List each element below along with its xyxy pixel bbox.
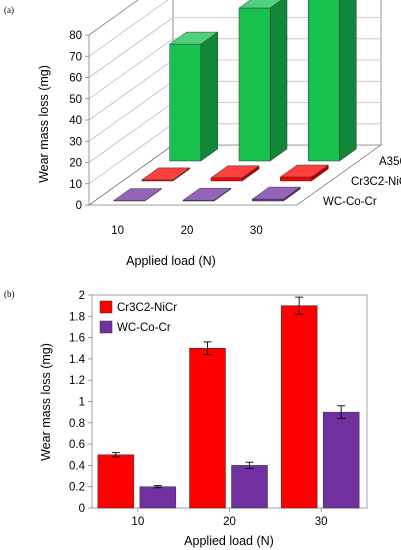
y-tick-label: 1.4 (69, 354, 86, 366)
y-tick-label: 80 (69, 30, 82, 42)
plot-area (91, 294, 368, 509)
y-tick-label: 1.2 (69, 375, 85, 387)
x-tick-labels: 10 20 30 (111, 225, 262, 237)
panel-label-a: (a) (4, 5, 14, 15)
bars (112, 0, 357, 202)
y-tick-label: 50 (69, 94, 82, 106)
bar (112, 188, 163, 202)
bar-front-face (210, 177, 243, 182)
bar-top-face (210, 165, 260, 179)
depth-tick-label: Cr3C2-NiCr (351, 176, 401, 188)
x-tick-label: 30 (315, 516, 328, 528)
bar-top-face (279, 164, 330, 178)
error-bar (203, 341, 212, 356)
x-tick-labels: 10 20 30 (131, 508, 328, 528)
y-tick-label: 20 (69, 158, 82, 170)
y-tick-labels: 0 10 20 30 40 50 60 70 80 (69, 30, 82, 212)
bar-side-face (200, 31, 218, 162)
x-tick-label: 30 (250, 225, 263, 237)
side-wall (88, 0, 174, 206)
chart-3d-wear: (a) 0 10 20 30 40 50 60 70 80 10 20 30 A356 Cr3C2-N… (4, 0, 401, 268)
bar (210, 165, 260, 182)
x-axis-label: Applied load (N) (126, 254, 216, 268)
y-tick-label: 60 (69, 73, 82, 85)
y-axis-label: Wear mass loss (mg) (37, 65, 51, 183)
y-tick-labels: 0 0.2 0.4 0.6 0.8 1 1.2 1.4 1.6 1.8 2 (69, 290, 92, 515)
bar-top-face (238, 0, 282, 9)
y-tick-label: 2 (79, 290, 85, 302)
legend: Cr3C2-NiCr WC-Co-Cr (99, 300, 177, 334)
bar (279, 164, 330, 182)
bar-front-face (169, 43, 202, 162)
bar (168, 31, 219, 162)
bar (322, 411, 360, 509)
y-tick-label: 1.8 (69, 311, 85, 323)
bar-top-face (140, 167, 191, 181)
error-bar (245, 461, 254, 470)
legend-swatch (99, 300, 113, 314)
y-axis-label: Wear mass loss (mg) (39, 343, 53, 461)
depth-tick-label: WC-Co-Cr (323, 196, 377, 208)
bar (182, 187, 232, 202)
x-tick-label: 10 (111, 225, 124, 237)
bar (251, 186, 302, 202)
y-tick-label: 10 (69, 179, 82, 191)
error-bar (153, 485, 162, 489)
error-bars (111, 296, 346, 489)
bar (140, 167, 191, 182)
error-bar (111, 452, 120, 458)
y-tick-label: 30 (69, 136, 82, 148)
y-tick-label: 0 (76, 200, 82, 212)
x-tick-label: 20 (181, 225, 194, 237)
y-tick-label: 40 (69, 115, 82, 127)
bar-front-face (252, 198, 284, 202)
y-tick-label: 70 (69, 51, 82, 63)
bar-top-face (182, 187, 232, 201)
bar-side-face (339, 0, 357, 162)
x-axis-label: Applied load (N) (184, 534, 274, 548)
bar (231, 465, 268, 509)
bar-front-face (308, 0, 340, 162)
panel-label-b: (b) (4, 289, 15, 299)
legend-label: Cr3C2-NiCr (117, 302, 177, 314)
chart-2d-wear: (b) 0 0.2 0.4 0.6 0.8 1 1.2 1.4 1.6 1.8 2 10 20 30 C… (4, 289, 368, 548)
bar (280, 305, 318, 509)
y-tick-label: 0.8 (69, 418, 85, 430)
bar-front-face (238, 7, 271, 162)
bar-side-face (269, 0, 288, 162)
bar (189, 348, 226, 509)
x-tick-label: 10 (131, 516, 144, 528)
bar-top-face (168, 31, 219, 45)
gridline (88, 0, 169, 57)
bar (97, 454, 135, 509)
bar-top-face (251, 186, 302, 200)
bar (308, 0, 357, 162)
y-tick-label: 1.6 (69, 333, 85, 345)
bar (139, 486, 177, 509)
y-tick-label: 1 (79, 397, 85, 409)
error-bar (337, 405, 346, 419)
bar (238, 0, 288, 162)
legend-swatch (99, 320, 113, 334)
depth-tick-label: A356 (379, 156, 401, 168)
bar-front-face (280, 176, 312, 182)
y-tick-label: 0 (79, 503, 85, 515)
y-tick-label: 0.6 (69, 439, 85, 451)
error-bar (295, 296, 304, 315)
y-tick-label: 0.4 (69, 460, 86, 472)
depth-tick-labels: A356 Cr3C2-NiCr WC-Co-Cr (323, 156, 401, 208)
x-tick-label: 20 (223, 516, 236, 528)
y-tick-label: 0.2 (69, 482, 85, 494)
bar-top-face (112, 188, 163, 201)
legend-label: WC-Co-Cr (117, 322, 171, 334)
bars (97, 305, 360, 509)
